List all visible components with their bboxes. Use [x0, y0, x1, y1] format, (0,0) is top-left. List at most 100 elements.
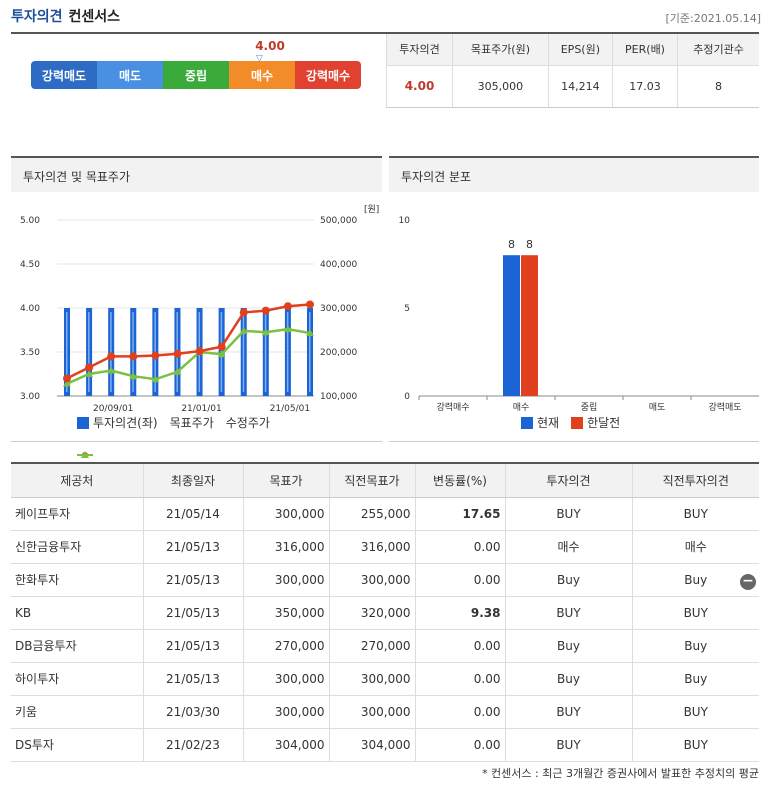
change-rate: 9.38 — [414, 596, 505, 630]
y-right-tick: 100,000 — [320, 392, 357, 402]
prev-target-price: 300,000 — [328, 662, 415, 696]
target-price: 300,000 — [242, 563, 329, 597]
adjusted-price-point — [151, 375, 160, 383]
broker-name: 한화투자 — [11, 563, 143, 597]
opinion: BUY — [504, 596, 632, 630]
change-rate: 0.00 — [414, 662, 505, 696]
legend-label: 투자의견(좌) — [93, 416, 158, 430]
table-row: 케이프투자 21/05/14 300,000 255,000 17.65 BUY BUY — [11, 497, 759, 531]
section-title: 투자의견 — [11, 9, 63, 25]
change-rate: 0.00 — [414, 629, 505, 663]
column-header: 투자의견 — [504, 463, 632, 498]
table-header-row: 제공처 최종일자 목표가 직전목표가 변동률(%) 투자의견 직전투자의견 — [11, 463, 759, 498]
y-left-tick: 4.00 — [20, 304, 40, 314]
broker-name: 키움 — [11, 695, 143, 729]
bar-data-label: 8 — [526, 238, 533, 251]
column-header: 제공처 — [11, 463, 143, 498]
target-price-point — [261, 306, 270, 315]
opinion: 매수 — [504, 530, 632, 564]
prev-target-price: 300,000 — [328, 563, 415, 597]
table-row: DS투자 21/02/23 304,000 304,000 0.00 BUY BUY — [11, 728, 759, 762]
x-tick: 강력매수 — [436, 401, 469, 413]
section-header: 투자의견 컨센서스 [기준:2021.05.14] — [11, 6, 761, 28]
opinion-scale: 강력매도 매도 중립 매수 강력매수 — [31, 61, 361, 89]
legend-line-green — [77, 451, 93, 458]
scale-strong-buy: 강력매수 — [295, 61, 361, 89]
y-left-tick: 4.50 — [20, 260, 40, 270]
opinion-bar-highlight — [286, 312, 289, 392]
column-header: 목표가 — [242, 463, 329, 498]
target-price-point — [63, 374, 71, 383]
panel-divider — [11, 441, 382, 442]
final-date: 21/05/14 — [142, 497, 243, 531]
legend-current: 현재 — [521, 414, 559, 431]
final-date: 21/05/13 — [142, 596, 243, 630]
prev-target-price: 255,000 — [328, 497, 415, 531]
adjusted-price-point — [306, 329, 314, 337]
y-right-unit: [원] — [364, 204, 379, 215]
y-tick: 5 — [404, 304, 410, 314]
summary-org-count: 8 — [677, 65, 759, 108]
legend-label: 현재 — [537, 416, 560, 430]
opinion-distribution-panel: 투자의견 분포 10 5 0 강력매수 매수 8 8 중립 매도 강력매도 현재 한달전 — [389, 156, 759, 442]
adjusted-price-line — [66, 327, 311, 385]
broker-name: KB — [11, 596, 143, 630]
distribution-bar — [503, 255, 520, 396]
table-row: 키움 21/03/30 300,000 300,000 0.00 BUY BUY — [11, 695, 759, 729]
distribution-bar — [521, 255, 538, 396]
adjusted-price-point — [261, 328, 270, 336]
adjusted-price-point — [173, 367, 182, 375]
panel-title: 투자의견 분포 — [389, 156, 759, 192]
prev-opinion: Buy — [631, 563, 759, 597]
y-left-tick: 5.00 — [20, 216, 40, 226]
target-price: 350,000 — [242, 596, 329, 630]
legend-opinion: 투자의견(좌) — [77, 414, 158, 431]
broker-name: 신한금융투자 — [11, 530, 143, 564]
change-rate: 17.65 — [414, 497, 505, 531]
y-right-tick: 300,000 — [320, 304, 357, 314]
prev-target-price: 320,000 — [328, 596, 415, 630]
prev-target-price: 304,000 — [328, 728, 415, 762]
target-price: 270,000 — [242, 629, 329, 663]
adjusted-price-point — [129, 372, 138, 380]
target-price: 316,000 — [242, 530, 329, 564]
opinion: Buy — [504, 629, 632, 663]
opinion: Buy — [504, 662, 632, 696]
legend-swatch-red — [571, 416, 584, 429]
chart1-legend: 투자의견(좌) 목표주가 수정주가 — [77, 414, 270, 458]
opinion: BUY — [504, 728, 632, 762]
x-tick: 중립 — [581, 402, 598, 413]
table-row: 한화투자 21/05/13 300,000 300,000 0.00 Buy Buy — [11, 563, 759, 597]
final-date: 21/05/13 — [142, 563, 243, 597]
x-tick: 21/05/01 — [270, 404, 310, 414]
scale-value: 4.00 — [255, 39, 285, 53]
legend-label: 목표주가 — [169, 416, 214, 430]
adjusted-price-point — [107, 366, 116, 374]
change-rate: 0.00 — [414, 530, 505, 564]
final-date: 21/02/23 — [142, 728, 243, 762]
adjusted-price-point — [85, 370, 94, 377]
final-date: 21/03/30 — [142, 695, 243, 729]
prev-opinion: Buy — [631, 629, 759, 663]
opinion-target-chart-panel: 투자의견 및 목표주가 5.00 4.50 4.00 3.50 3.00 500,000 4… — [11, 156, 382, 458]
target-price: 300,000 — [242, 662, 329, 696]
chart2-legend: 현재 한달전 — [521, 414, 620, 431]
target-price-point — [217, 342, 226, 351]
final-date: 21/05/13 — [142, 629, 243, 663]
x-tick: 매수 — [513, 402, 530, 413]
scale-neutral: 중립 — [163, 61, 229, 89]
opinion: Buy — [504, 563, 632, 597]
change-rate: 0.00 — [414, 728, 505, 762]
target-price: 300,000 — [242, 497, 329, 531]
y-left-tick: 3.00 — [20, 392, 40, 402]
column-header: 최종일자 — [142, 463, 243, 498]
y-tick: 10 — [399, 216, 411, 226]
minus-circle-icon[interactable]: − — [740, 574, 756, 590]
legend-month-ago: 한달전 — [571, 414, 620, 431]
target-price: 304,000 — [242, 728, 329, 762]
target-price-point — [107, 352, 116, 361]
prev-target-price: 316,000 — [328, 530, 415, 564]
prev-opinion: 매수 — [631, 530, 759, 564]
target-price-line — [66, 303, 311, 380]
scale-strong-sell: 강력매도 — [31, 61, 97, 89]
